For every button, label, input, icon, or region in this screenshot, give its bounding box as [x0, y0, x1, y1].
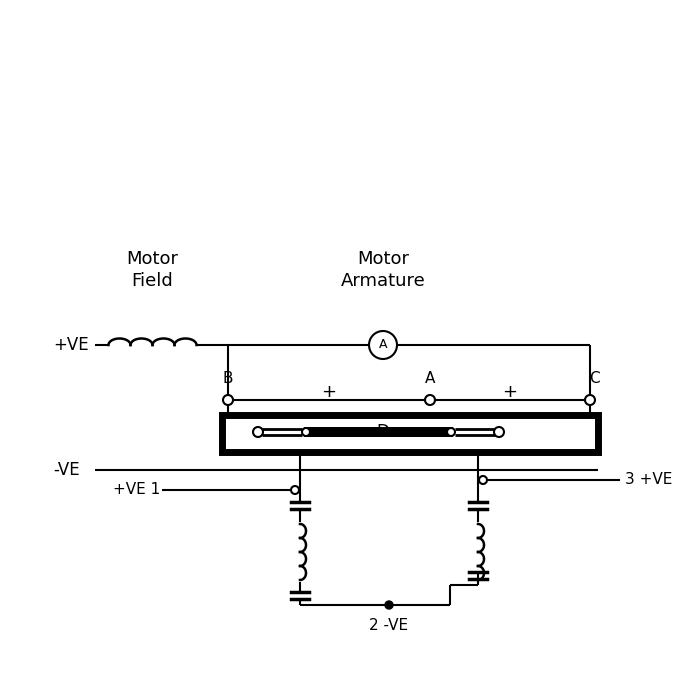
Circle shape: [585, 395, 595, 405]
Text: D: D: [377, 423, 389, 441]
Text: C: C: [589, 371, 599, 386]
Text: 3 +VE: 3 +VE: [625, 473, 673, 487]
Text: -VE: -VE: [53, 461, 80, 479]
Text: A: A: [425, 371, 435, 386]
Text: +VE 1: +VE 1: [113, 482, 160, 498]
Circle shape: [479, 476, 487, 484]
Circle shape: [302, 428, 310, 436]
Circle shape: [253, 427, 263, 437]
Bar: [304, 427, 453, 437]
Text: +: +: [321, 383, 337, 401]
Circle shape: [447, 428, 455, 436]
Text: Motor
Armature: Motor Armature: [341, 250, 426, 290]
Text: Motor
Field: Motor Field: [126, 250, 178, 290]
Circle shape: [494, 427, 504, 437]
Circle shape: [369, 331, 397, 359]
Text: A: A: [379, 339, 387, 351]
Text: 2 -VE: 2 -VE: [370, 617, 409, 633]
Text: B: B: [223, 371, 233, 386]
Circle shape: [385, 601, 393, 609]
Text: +VE: +VE: [53, 336, 89, 354]
Circle shape: [425, 395, 435, 405]
Circle shape: [291, 486, 299, 494]
Bar: [222, 415, 598, 452]
Text: +: +: [503, 383, 517, 401]
Circle shape: [223, 395, 233, 405]
